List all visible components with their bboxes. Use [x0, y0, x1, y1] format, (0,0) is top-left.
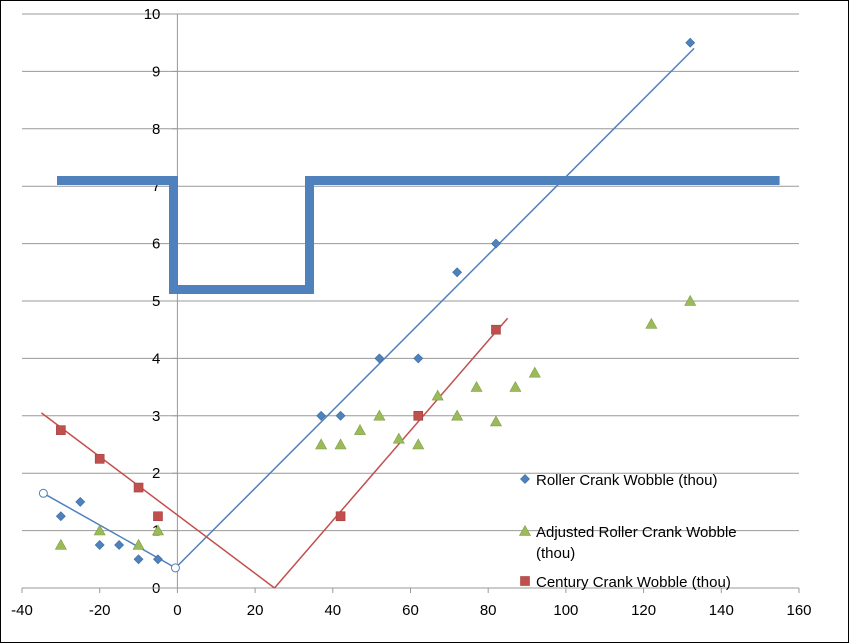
diamond-point — [452, 267, 463, 278]
trend-line-2 — [40, 412, 275, 589]
x-tick-label: -20 — [89, 602, 111, 619]
y-tick-label: 6 — [152, 236, 160, 253]
triangle-point — [645, 317, 658, 329]
triangle-point — [373, 409, 386, 421]
y-tick-label: 7 — [152, 178, 160, 195]
triangle-point — [451, 409, 464, 421]
x-tick-label: 40 — [324, 602, 341, 619]
x-tick-label: 60 — [402, 602, 419, 619]
legend-label: (thou) — [536, 545, 575, 562]
triangle-point — [509, 380, 522, 392]
legend-label: Century Crank Wobble (thou) — [536, 574, 731, 591]
triangle-point — [54, 538, 67, 550]
gridlines — [22, 13, 799, 532]
data-points — [54, 37, 697, 565]
triangle-point — [353, 424, 367, 435]
y-tick-label: 10 — [144, 6, 161, 23]
threshold-step-line — [57, 176, 780, 294]
trend-lines — [38, 47, 780, 589]
legend-label: Roller Crank Wobble (thou) — [536, 472, 717, 489]
x-axis: -40 -20 0 20 40 60 80 100 120 140 160 — [11, 587, 812, 619]
trend-endpoint-circle — [170, 563, 180, 573]
diamond-point — [491, 238, 501, 249]
x-tick-label: 160 — [786, 602, 811, 619]
triangle-point — [334, 438, 347, 450]
square-point — [335, 511, 346, 522]
diamond-point — [75, 496, 86, 507]
square-point — [56, 425, 66, 435]
diamond-point — [335, 410, 346, 421]
x-tick-label: -40 — [11, 602, 33, 619]
trend-endpoint-circle — [38, 488, 48, 498]
diamond-point — [114, 540, 125, 550]
triangle-point — [412, 438, 425, 450]
triangle-point — [431, 389, 444, 401]
legend-diamond-marker — [520, 474, 530, 484]
diamond-point — [685, 37, 696, 48]
triangle-point — [93, 524, 106, 536]
y-tick-label: 2 — [152, 465, 160, 482]
legend-item: Century Crank Wobble (thou) — [520, 574, 731, 591]
trend-line-3 — [273, 317, 509, 589]
legend-label: Adjusted Roller Crank Wobble — [536, 524, 737, 541]
triangle-point — [151, 524, 164, 536]
square-point — [94, 454, 105, 464]
diamond-point — [316, 410, 327, 421]
diamond-point — [413, 353, 424, 364]
diamond-point — [153, 554, 163, 565]
x-tick-label: 80 — [480, 602, 497, 619]
trend-line-1 — [174, 47, 695, 569]
diamond-point — [94, 540, 105, 550]
trend-line-0 — [43, 492, 176, 569]
triangle-point — [528, 366, 541, 378]
square-point — [491, 324, 501, 335]
legend-triangle-marker — [518, 524, 532, 536]
triangle-point — [684, 294, 697, 306]
legend-item: Adjusted Roller Crank Wobble (thou) — [518, 524, 737, 562]
triangle-point — [470, 380, 483, 392]
y-tick-label: 4 — [152, 350, 160, 367]
triangle-point — [489, 415, 502, 427]
x-tick-label: 140 — [709, 602, 734, 619]
square-point — [413, 410, 424, 421]
triangle-point — [132, 538, 145, 550]
square-point — [133, 482, 144, 493]
y-tick-label: 5 — [152, 293, 160, 310]
y-tick-label: 3 — [152, 408, 160, 425]
triangle-point — [392, 432, 405, 444]
legend-item: Roller Crank Wobble (thou) — [520, 472, 717, 489]
x-tick-label: 0 — [173, 602, 181, 619]
x-tick-label: 100 — [553, 602, 578, 619]
diamond-point — [55, 511, 66, 522]
x-tick-label: 120 — [631, 602, 656, 619]
y-tick-label: 9 — [152, 63, 160, 80]
y-tick-label: 8 — [152, 121, 160, 138]
diamond-point — [374, 353, 385, 364]
legend: Roller Crank Wobble (thou) Adjusted Rolle… — [518, 472, 737, 591]
square-point — [153, 511, 163, 522]
diamond-point — [133, 554, 144, 565]
triangle-point — [315, 438, 328, 450]
x-tick-label: 20 — [247, 602, 264, 619]
legend-square-marker — [520, 576, 530, 586]
